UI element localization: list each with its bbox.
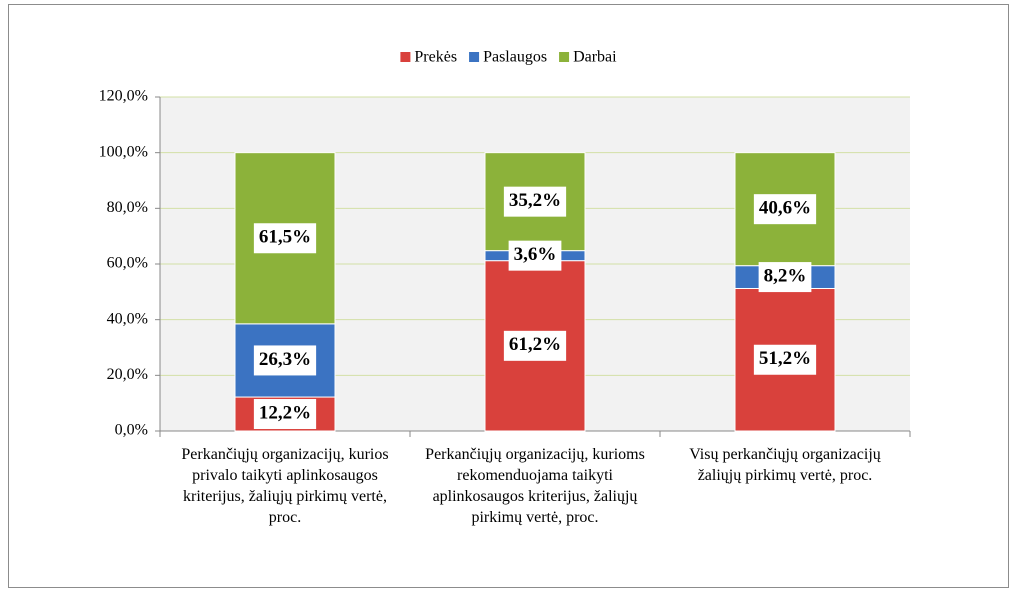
value-label: 51,2% xyxy=(759,348,811,369)
value-label-box xyxy=(503,186,567,217)
legend-label: Prekės xyxy=(414,49,457,66)
y-tick-label: 120,0% xyxy=(99,88,148,105)
value-label-box xyxy=(253,223,317,254)
x-tick-label: Perkančiųjų organizacijų, kurioms rekome… xyxy=(425,446,645,526)
legend-swatch xyxy=(400,52,411,62)
value-label-box xyxy=(753,194,817,225)
legend-label: Darbai xyxy=(573,49,617,66)
y-tick-label: 0,0% xyxy=(115,422,148,439)
legend-swatch xyxy=(469,52,480,62)
value-label-box xyxy=(753,344,817,375)
value-label: 61,2% xyxy=(509,334,561,355)
legend-label: Paslaugos xyxy=(483,49,547,66)
legend-swatch xyxy=(559,52,570,62)
value-label-box xyxy=(253,399,317,430)
x-tick-label: Visų perkančiųjų organizacijų žaliųjų pi… xyxy=(689,446,881,484)
bar-segment xyxy=(484,260,586,432)
x-tick-label: Perkančiųjų organizacijų, kurios privalo… xyxy=(181,446,389,526)
value-label: 40,6% xyxy=(759,198,811,219)
y-tick-label: 100,0% xyxy=(99,143,148,160)
value-label-box xyxy=(503,330,567,361)
value-label: 61,5% xyxy=(259,227,311,248)
value-label: 35,2% xyxy=(509,190,561,211)
value-label-box xyxy=(508,240,562,271)
y-tick-label: 20,0% xyxy=(107,366,148,383)
value-label: 26,3% xyxy=(259,349,311,370)
value-label-box xyxy=(758,262,812,293)
value-label: 8,2% xyxy=(764,265,807,286)
value-label-box xyxy=(253,345,317,376)
y-tick-label: 60,0% xyxy=(107,255,148,272)
value-label: 3,6% xyxy=(514,244,557,265)
y-tick-label: 40,0% xyxy=(107,310,148,327)
value-label: 12,2% xyxy=(259,402,311,423)
y-tick-label: 80,0% xyxy=(107,199,148,216)
